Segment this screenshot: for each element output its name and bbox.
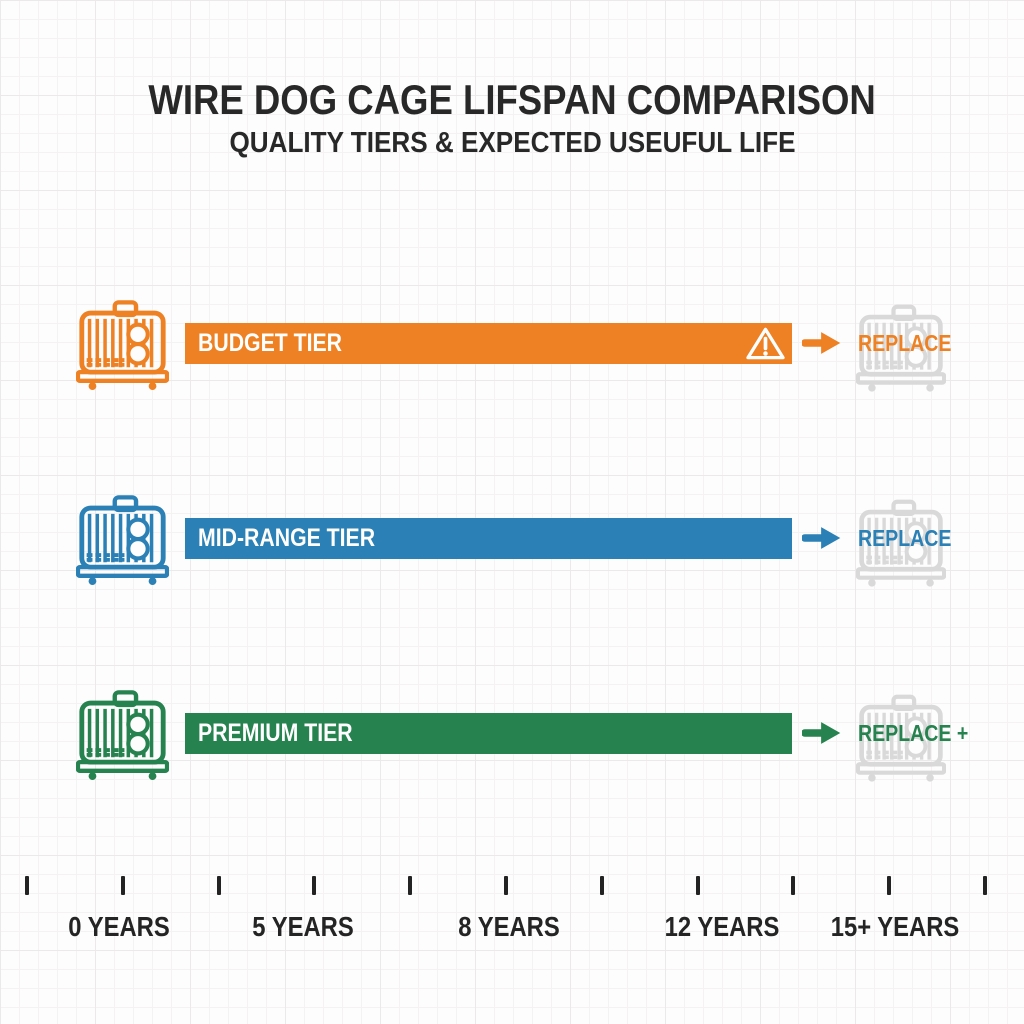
page-title-text: WIRE DOG CAGE LIFSPAN COMPARISON (148, 76, 876, 123)
replace-label: REPLACE (858, 525, 952, 551)
axis-label: 12 YEARS (664, 911, 780, 942)
tier-row-midrange: MID-RANGE TIER REPLACE (0, 493, 1024, 593)
axis-tick (120, 876, 125, 895)
bar-label: MID-RANGE TIER (198, 524, 376, 552)
lifespan-bar: PREMIUM TIER (185, 713, 792, 754)
axis-tick (599, 876, 604, 895)
replace-label: REPLACE (858, 330, 952, 356)
arrow-icon (802, 524, 843, 552)
warning-icon (745, 326, 786, 361)
tier-row-budget: BUDGET TIER REPLACE (0, 298, 1024, 398)
page-subtitle: QUALITY TIERS & EXPECTED USEUFUL LIFE (0, 127, 1024, 160)
axis-label: 15+ YEARS (830, 911, 960, 942)
axis-label: 8 YEARS (458, 911, 560, 942)
arrow-icon (802, 329, 843, 357)
axis-label: 0 YEARS (68, 911, 170, 942)
bar-label: BUDGET TIER (198, 329, 343, 357)
lifespan-bar: MID-RANGE TIER (185, 518, 792, 559)
bar-label: PREMIUM TIER (198, 719, 353, 747)
page-subtitle-text: QUALITY TIERS & EXPECTED USEUFUL LIFE (228, 127, 796, 159)
axis-label: 5 YEARS (252, 911, 354, 942)
axis-tick (408, 876, 413, 895)
axis-ticks (25, 876, 987, 895)
arrow-icon (802, 719, 843, 747)
tier-row-premium: PREMIUM TIER REPLACE + (0, 688, 1024, 788)
axis-tick (216, 876, 221, 895)
axis-tick (982, 876, 987, 895)
cage-icon (76, 688, 169, 782)
axis-tick (695, 876, 700, 895)
cage-icon (76, 298, 169, 392)
axis-tick (312, 876, 317, 895)
cage-icon (76, 493, 169, 587)
axis-tick (503, 876, 508, 895)
axis-tick (887, 876, 892, 895)
replace-label: REPLACE + (858, 720, 969, 746)
page-title: WIRE DOG CAGE LIFSPAN COMPARISON (0, 76, 1024, 124)
axis-tick (791, 876, 796, 895)
axis-tick (25, 876, 29, 895)
lifespan-bar: BUDGET TIER (185, 323, 792, 364)
